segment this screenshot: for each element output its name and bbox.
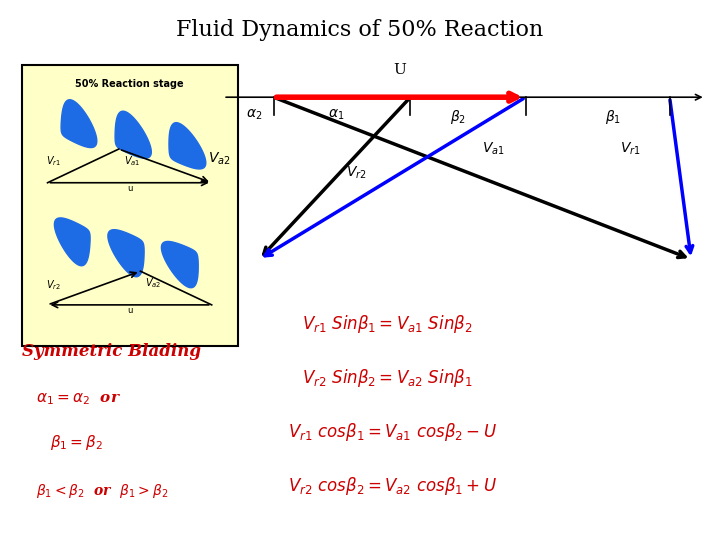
Text: $V_{r2}\ \mathit{cos}\beta_2 = V_{a2}\ \mathit{cos}\beta_1 + U$: $V_{r2}\ \mathit{cos}\beta_2 = V_{a2}\ \… xyxy=(288,475,497,497)
Polygon shape xyxy=(55,218,90,266)
Text: $V_{r2}\ \mathit{Sin}\beta_2 = V_{a2}\ \mathit{Sin}\beta_1$: $V_{r2}\ \mathit{Sin}\beta_2 = V_{a2}\ \… xyxy=(302,367,473,389)
Text: $\beta_1 < \beta_2$  or  $\beta_1 > \beta_2$: $\beta_1 < \beta_2$ or $\beta_1 > \beta_… xyxy=(36,482,168,501)
Text: u: u xyxy=(127,184,132,193)
Polygon shape xyxy=(161,241,198,288)
Text: u: u xyxy=(127,306,132,315)
Text: $V_{r1}\ \mathit{cos}\beta_1 = V_{a1}\ \mathit{cos}\beta_2 - U$: $V_{r1}\ \mathit{cos}\beta_1 = V_{a1}\ \… xyxy=(288,421,497,443)
Polygon shape xyxy=(115,111,151,158)
Text: $V_{r1}\ \mathit{Sin}\beta_1 = V_{a1}\ \mathit{Sin}\beta_2$: $V_{r1}\ \mathit{Sin}\beta_1 = V_{a1}\ \… xyxy=(302,313,473,335)
Text: $V_{r2}$: $V_{r2}$ xyxy=(346,165,366,181)
Text: $\beta_2$: $\beta_2$ xyxy=(450,108,466,126)
Text: $V_{a2}$: $V_{a2}$ xyxy=(145,276,162,291)
Polygon shape xyxy=(169,123,206,169)
Text: U: U xyxy=(393,63,406,77)
Text: $\alpha_2$: $\alpha_2$ xyxy=(246,108,263,123)
Bar xyxy=(22,65,238,346)
Text: $V_{a2}$: $V_{a2}$ xyxy=(208,151,231,167)
Text: $V_{r1}$: $V_{r1}$ xyxy=(620,140,640,157)
Text: $V_{r2}$: $V_{r2}$ xyxy=(45,278,60,292)
Text: 50% Reaction stage: 50% Reaction stage xyxy=(76,79,184,90)
Text: $\alpha_1$: $\alpha_1$ xyxy=(328,108,344,123)
Text: $V_{a1}$: $V_{a1}$ xyxy=(482,140,505,157)
Text: $V_{r1}$: $V_{r1}$ xyxy=(45,154,60,168)
Text: $\beta_1$: $\beta_1$ xyxy=(605,108,621,126)
Polygon shape xyxy=(61,100,96,147)
Text: $\alpha_1 = \alpha_2$  or: $\alpha_1 = \alpha_2$ or xyxy=(36,392,121,408)
Polygon shape xyxy=(108,230,144,276)
Text: Symmetric Blading: Symmetric Blading xyxy=(22,342,201,360)
Text: $\beta_1 = \beta_2$: $\beta_1 = \beta_2$ xyxy=(50,433,104,453)
Text: $V_{a1}$: $V_{a1}$ xyxy=(124,154,140,168)
Text: Fluid Dynamics of 50% Reaction: Fluid Dynamics of 50% Reaction xyxy=(176,19,544,40)
